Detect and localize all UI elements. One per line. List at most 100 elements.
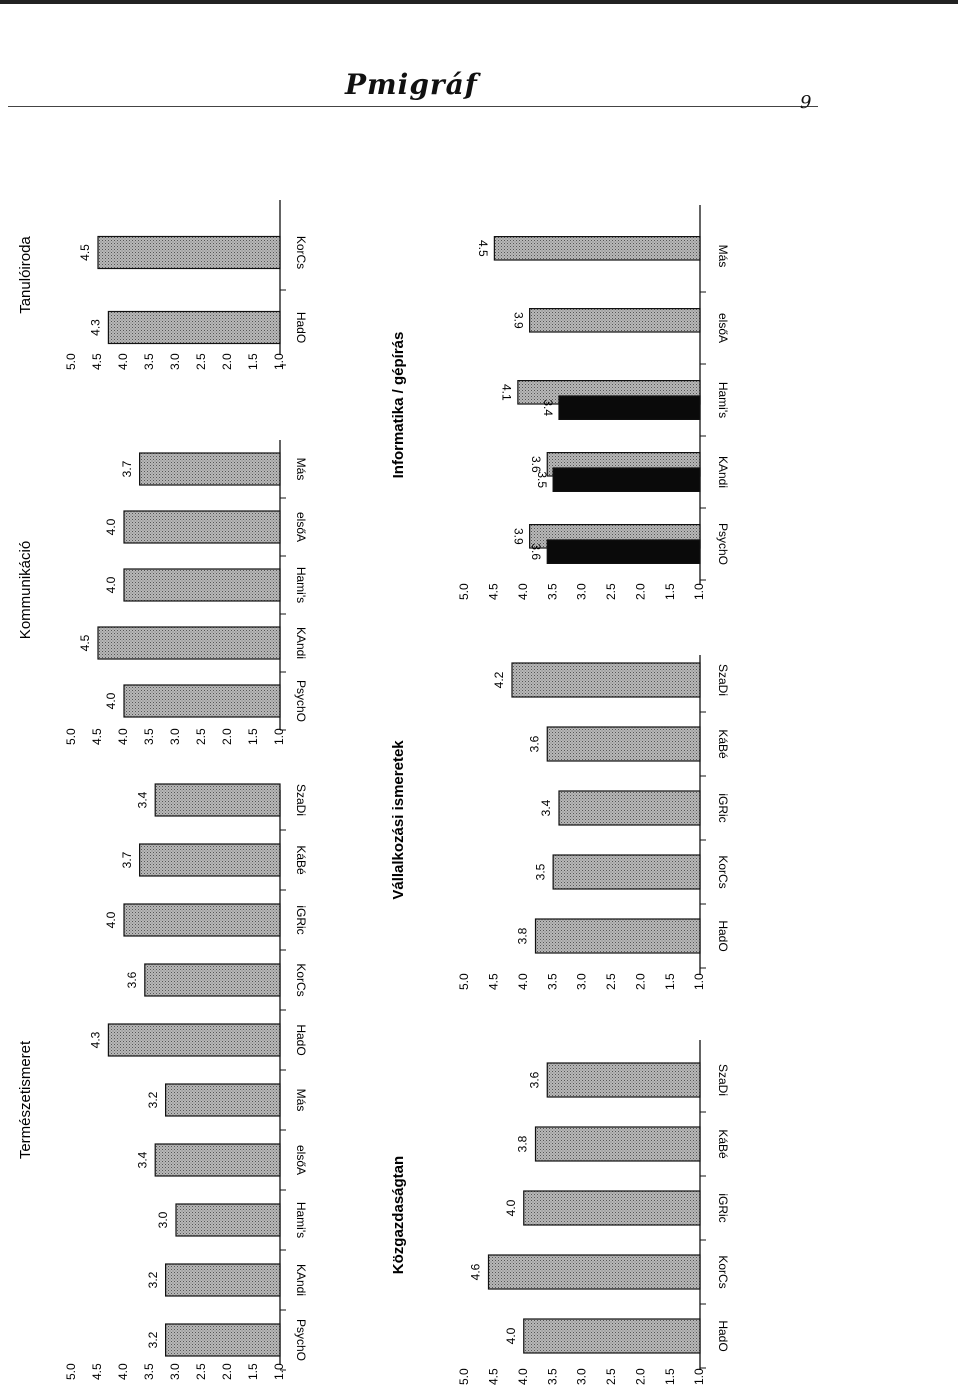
chart-kommunikacio-value-label: 4.0 <box>104 692 118 709</box>
chart-termeszetismeret-category-label: PsychO <box>294 1319 308 1361</box>
chart-termeszetismeret-tick-label: 2.0 <box>220 1363 234 1380</box>
chart-vallalkozas-bar <box>558 790 701 826</box>
chart-kozgazdasagtan-value-label: 4.6 <box>469 1263 483 1280</box>
chart-termeszetismeret-category-label: KorCs <box>294 963 308 996</box>
chart-termeszetismeret-category-label: KAndi <box>294 1264 308 1296</box>
chart-informatika-bar <box>546 539 701 564</box>
chart-vallalkozas-category-label: SzaDi <box>716 664 730 696</box>
chart-kommunikacio-value-label: 4.0 <box>104 576 118 593</box>
chart-vallalkozas-category-label: KáBé <box>716 729 730 759</box>
chart-termeszetismeret-tick-label: 3.5 <box>142 1363 156 1380</box>
chart-tanuloiroda-tick-label: 5.0 <box>64 353 78 370</box>
chart-informatika-value-label: 4.1 <box>500 384 514 401</box>
chart-termeszetismeret-value-label: 4.0 <box>104 911 118 928</box>
chart-kozgazdasagtan-tick-label: 2.5 <box>604 1368 618 1385</box>
chart-tanuloiroda-category-label: HadO <box>294 312 308 343</box>
chart-termeszetismeret-bar <box>139 843 281 877</box>
chart-tanuloiroda-tick-label: 4.5 <box>90 353 104 370</box>
chart-informatika-tick-label: 4.0 <box>516 583 530 600</box>
chart-kozgazdasagtan-value-label: 4.0 <box>504 1327 518 1344</box>
chart-termeszetismeret-value-label: 3.6 <box>125 971 139 988</box>
chart-kozgazdasagtan-tick-label: 3.0 <box>575 1368 589 1385</box>
header-underline <box>8 106 818 107</box>
chart-kommunikacio-tick-label: 4.0 <box>116 728 130 745</box>
chart-vallalkozas-category-label: KorCs <box>716 855 730 888</box>
chart-termeszetismeret-value-label: 3.2 <box>146 1271 160 1288</box>
chart-termeszetismeret-value-label: 3.0 <box>156 1211 170 1228</box>
chart-vallalkozas-value-label: 3.8 <box>516 927 530 944</box>
chart-kozgazdasagtan-tick-label: 1.5 <box>663 1368 677 1385</box>
chart-informatika-tick-label: 4.5 <box>487 583 501 600</box>
chart-termeszetismeret-bar <box>154 1143 281 1177</box>
chart-vallalkozas-value-label: 4.2 <box>492 671 506 688</box>
chart-kozgazdasagtan-category-label: HadO <box>716 1320 730 1351</box>
chart-informatika-tick-label: 2.0 <box>633 583 647 600</box>
chart-informatika-value-label: 3.6 <box>529 543 543 560</box>
chart-informatika-category-label: Hami's <box>716 382 730 418</box>
chart-informatika-bar <box>493 236 701 261</box>
chart-kozgazdasagtan-category-label: KáBé <box>716 1129 730 1159</box>
chart-termeszetismeret-tick-label: 1.5 <box>246 1363 260 1380</box>
chart-informatika-category-label: KAndi <box>716 456 730 488</box>
chart-termeszetismeret-value-label: 4.3 <box>89 1031 103 1048</box>
chart-tanuloiroda-tick-label: 3.5 <box>142 353 156 370</box>
chart-termeszetismeret-tick-label: 3.0 <box>168 1363 182 1380</box>
chart-informatika-category-label: Más <box>716 245 730 268</box>
chart-kozgazdasagtan-tick-label: 4.0 <box>516 1368 530 1385</box>
chart-vallalkozas-bar <box>546 726 701 762</box>
chart-tanuloiroda-category-label: KorCs <box>294 236 308 269</box>
chart-kommunikacio-value-label: 4.5 <box>78 634 92 651</box>
chart-tanuloiroda-value-label: 4.3 <box>89 319 103 336</box>
chart-vallalkozas-tick-label: 2.0 <box>633 973 647 990</box>
chart-kommunikacio-tick-label: 3.0 <box>168 728 182 745</box>
chart-termeszetismeret-value-label: 3.4 <box>135 791 149 808</box>
chart-kommunikacio-tick-label: 2.5 <box>194 728 208 745</box>
chart-informatika-bar <box>552 467 701 492</box>
chart-kommunikacio-category-label: Hami's <box>294 567 308 603</box>
logo-text: Pmigráf <box>345 68 478 101</box>
chart-kommunikacio-bar <box>97 626 281 660</box>
chart-informatika-value-label: 3.9 <box>511 528 525 545</box>
chart-kommunikacio-bar <box>139 452 281 486</box>
header-rule <box>0 0 958 4</box>
chart-vallalkozas-value-label: 3.6 <box>527 735 541 752</box>
chart-termeszetismeret-value-label: 3.7 <box>120 851 134 868</box>
chart-tanuloiroda-tick-label: 4.0 <box>116 353 130 370</box>
chart-vallalkozas-tick-label: 3.5 <box>545 973 559 990</box>
chart-tanuloiroda-tick-label: 1.0 <box>272 353 286 370</box>
chart-tanuloiroda-tick-label: 2.0 <box>220 353 234 370</box>
chart-termeszetismeret-tick-label: 4.5 <box>90 1363 104 1380</box>
chart-informatika-value-label: 4.5 <box>476 240 490 257</box>
chart-kommunikacio-value-label: 3.7 <box>120 460 134 477</box>
chart-kozgazdasagtan-category-label: iGRic <box>716 1193 730 1222</box>
chart-tanuloiroda-bar <box>107 310 281 345</box>
chart-informatika-value-label: 3.6 <box>529 456 543 473</box>
chart-kozgazdasagtan-tick-label: 3.5 <box>545 1368 559 1385</box>
chart-termeszetismeret-bar <box>107 1023 281 1057</box>
chart-termeszetismeret-value-label: 3.2 <box>146 1091 160 1108</box>
chart-vallalkozas-bar <box>552 854 701 890</box>
chart-vallalkozas-tick-label: 4.5 <box>487 973 501 990</box>
chart-vallalkozas-tick-label: 2.5 <box>604 973 618 990</box>
chart-termeszetismeret-tick-label: 2.5 <box>194 1363 208 1380</box>
chart-kozgazdasagtan-tick-label: 2.0 <box>633 1368 647 1385</box>
chart-vallalkozas-tick-label: 4.0 <box>516 973 530 990</box>
chart-informatika-title: Informatika / gépírás <box>390 332 407 479</box>
chart-termeszetismeret-bar <box>165 1263 281 1297</box>
chart-termeszetismeret-category-label: KáBé <box>294 845 308 875</box>
chart-kommunikacio-title: Kommunikáció <box>17 541 34 639</box>
chart-termeszetismeret-bar <box>165 1323 281 1357</box>
chart-informatika-tick-label: 3.5 <box>545 583 559 600</box>
chart-informatika-tick-label: 3.0 <box>575 583 589 600</box>
chart-tanuloiroda-title: Tanulóiroda <box>17 236 34 314</box>
chart-kommunikacio-bar <box>123 568 281 602</box>
chart-kommunikacio-value-label: 4.0 <box>104 518 118 535</box>
chart-vallalkozas-value-label: 3.4 <box>539 799 553 816</box>
chart-kommunikacio-tick-label: 5.0 <box>64 728 78 745</box>
chart-vallalkozas-tick-label: 5.0 <box>457 973 471 990</box>
chart-termeszetismeret-bar <box>165 1083 281 1117</box>
chart-informatika-category-label: elsőA <box>716 313 730 343</box>
chart-termeszetismeret-bar <box>144 963 281 997</box>
